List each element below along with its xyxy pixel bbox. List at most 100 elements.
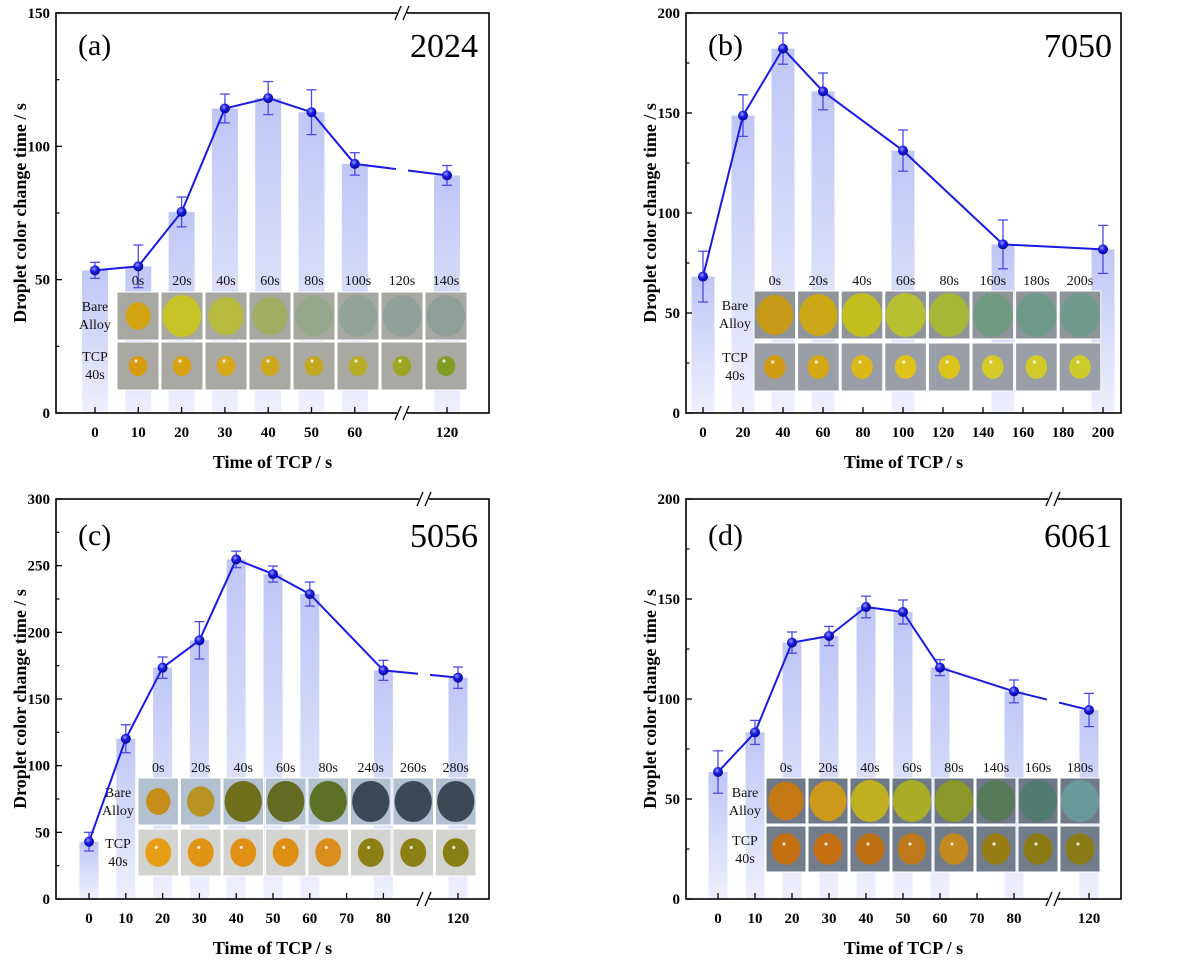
droplet: [1025, 355, 1048, 379]
inset-row-label: Alloy: [729, 804, 761, 819]
data-point: [120, 733, 131, 744]
series-line-segment: [224, 97, 269, 110]
droplet: [894, 355, 917, 379]
droplet: [809, 780, 847, 822]
axis-break-gap: [397, 410, 407, 416]
y-axis-title: Droplet color change time / s: [640, 103, 660, 323]
data-point: [818, 86, 828, 97]
droplet-highlight: [771, 360, 775, 364]
droplet: [128, 355, 148, 377]
axis-break-gap: [397, 10, 407, 16]
axis-break-gap: [1048, 496, 1058, 502]
x-tick-label: 120: [436, 425, 459, 441]
x-tick-label: 0: [91, 425, 99, 441]
x-tick-label: 10: [118, 911, 133, 927]
droplet: [851, 355, 873, 379]
inset-images: 0s 20s 40s 60s 80s 140s 160s 180s Bare Alloy TCP 40…: [729, 761, 1101, 873]
inset-time-label: 0s: [769, 274, 781, 289]
series-line-segment: [235, 558, 274, 575]
data-point: [698, 271, 708, 282]
droplet: [382, 295, 422, 337]
droplet-highlight: [442, 359, 446, 363]
data-point: [268, 569, 278, 580]
droplet-highlight: [782, 842, 786, 846]
x-tick-label: 30: [192, 911, 207, 927]
inset-time-label: 0s: [152, 761, 164, 776]
series-line-segment: [272, 573, 311, 595]
y-tick-label: 50: [665, 306, 680, 322]
axis-break-gap: [1048, 896, 1058, 902]
inset-row-label: 40s: [735, 852, 754, 867]
alloy-label: 7050: [1044, 28, 1112, 65]
bar: [731, 115, 755, 413]
droplet-highlight: [950, 842, 954, 846]
droplet: [763, 355, 786, 379]
droplet-highlight: [266, 359, 270, 363]
y-tick-label: 50: [35, 273, 50, 289]
inset-images: 0s 20s 40s 60s 80s 240s 260s 280s Bare Alloy TCP 40…: [102, 761, 477, 877]
x-tick-label: 50: [304, 425, 319, 441]
droplet: [1018, 780, 1058, 822]
inset-time-label: 160s: [1025, 761, 1051, 776]
inset-row-label: 40s: [85, 368, 104, 383]
x-tick-label: 70: [339, 911, 354, 927]
droplet: [981, 833, 1011, 865]
x-tick-label: 20: [155, 911, 170, 927]
data-point: [1009, 686, 1019, 697]
series-line-segment: [124, 667, 164, 740]
x-tick-label: 0: [699, 425, 707, 441]
data-point: [998, 239, 1008, 250]
x-axis-title: Time of TCP / s: [213, 452, 332, 472]
y-tick-label: 150: [658, 106, 681, 122]
data-point: [935, 662, 945, 673]
droplet: [309, 780, 347, 823]
droplet-highlight: [1076, 842, 1080, 846]
droplet: [338, 295, 378, 337]
x-tick-label: 60: [933, 911, 948, 927]
droplet: [186, 786, 215, 817]
data-point: [194, 635, 205, 646]
y-tick-label: 300: [28, 492, 51, 508]
data-point: [787, 637, 797, 648]
inset-row-label: Bare: [105, 786, 131, 801]
droplet-highlight: [134, 359, 138, 363]
bar: [708, 772, 728, 899]
droplet: [260, 355, 280, 377]
inset-time-label: 20s: [809, 274, 828, 289]
series-line-segment: [310, 111, 356, 165]
inset-time-label: 60s: [902, 761, 921, 776]
alloy-label: 2024: [410, 28, 478, 65]
alloy-label: 6061: [1044, 518, 1112, 555]
data-point: [898, 145, 908, 156]
x-tick-label: 40: [859, 911, 874, 927]
series-line-segment: [354, 162, 397, 171]
y-tick-label: 200: [658, 6, 681, 22]
droplet: [426, 295, 466, 337]
data-point: [442, 170, 452, 181]
data-point: [176, 206, 187, 217]
series-line-segment: [309, 593, 385, 672]
x-tick-label: 50: [896, 911, 911, 927]
data-point: [453, 672, 463, 683]
bar: [745, 732, 765, 899]
series-line-segment: [383, 669, 419, 675]
x-tick-label: 70: [970, 911, 985, 927]
x-tick-label: 80: [1007, 911, 1022, 927]
series-line-segment: [198, 558, 238, 641]
axis-break-mark: [1045, 891, 1053, 907]
series-line-segment: [742, 48, 784, 117]
droplet: [855, 833, 885, 865]
series-line-segment: [180, 108, 226, 213]
y-axis-title: Droplet color change time / s: [10, 589, 30, 809]
droplet-highlight: [324, 845, 328, 850]
data-point: [378, 665, 389, 676]
panel-d: 0s 20s 40s 60s 80s 140s 160s 180s Bare Alloy TCP 40…: [640, 491, 1122, 958]
x-tick-label: 10: [748, 911, 763, 927]
y-tick-label: 250: [28, 559, 51, 575]
droplet: [1016, 293, 1057, 337]
droplet-highlight: [310, 359, 314, 363]
series-line-segment: [1002, 243, 1104, 251]
inset-time-label: 80s: [304, 274, 323, 289]
data-point: [231, 554, 242, 565]
x-tick-label: 50: [266, 911, 281, 927]
